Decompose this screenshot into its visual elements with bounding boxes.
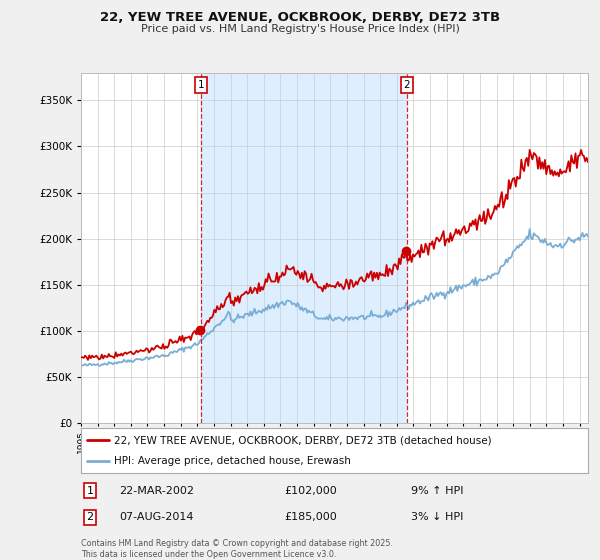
Text: 1: 1 <box>198 80 205 90</box>
Text: Contains HM Land Registry data © Crown copyright and database right 2025.
This d: Contains HM Land Registry data © Crown c… <box>81 539 393 559</box>
Text: 9% ↑ HPI: 9% ↑ HPI <box>410 486 463 496</box>
Text: 22, YEW TREE AVENUE, OCKBROOK, DERBY, DE72 3TB (detached house): 22, YEW TREE AVENUE, OCKBROOK, DERBY, DE… <box>114 436 491 446</box>
Text: Price paid vs. HM Land Registry's House Price Index (HPI): Price paid vs. HM Land Registry's House … <box>140 24 460 34</box>
Text: 07-AUG-2014: 07-AUG-2014 <box>119 512 194 522</box>
Bar <box>201 73 407 423</box>
Text: 1: 1 <box>86 486 94 496</box>
Text: 2: 2 <box>403 80 410 90</box>
Text: 3% ↓ HPI: 3% ↓ HPI <box>410 512 463 522</box>
Text: 22-MAR-2002: 22-MAR-2002 <box>119 486 194 496</box>
Text: £185,000: £185,000 <box>284 512 337 522</box>
Text: £102,000: £102,000 <box>284 486 337 496</box>
Text: 2: 2 <box>86 512 94 522</box>
Text: 22, YEW TREE AVENUE, OCKBROOK, DERBY, DE72 3TB: 22, YEW TREE AVENUE, OCKBROOK, DERBY, DE… <box>100 11 500 24</box>
Text: HPI: Average price, detached house, Erewash: HPI: Average price, detached house, Erew… <box>114 456 351 466</box>
